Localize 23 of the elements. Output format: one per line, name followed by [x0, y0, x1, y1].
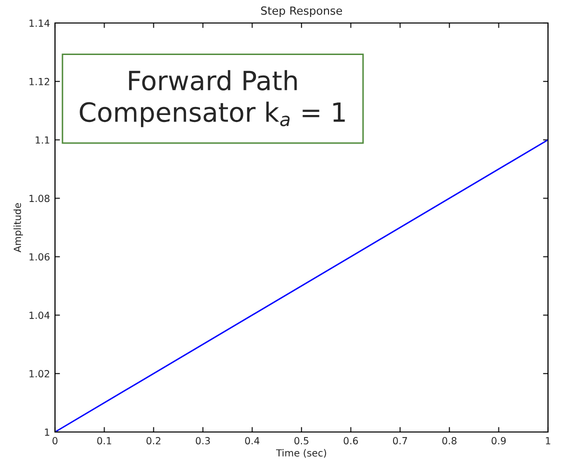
chart-title: Step Response [261, 6, 342, 17]
x-tick-label: 0 [52, 437, 58, 444]
y-tick-label: 1.1 [36, 136, 50, 144]
x-tick-label: 0.1 [97, 437, 112, 444]
y-tick-label: 1 [45, 428, 50, 436]
x-tick-label: 0.4 [245, 437, 260, 444]
x-axis-title: Time (sec) [276, 449, 326, 458]
y-tick-label: 1.06 [30, 253, 50, 261]
x-tick-label: 0.8 [442, 437, 456, 444]
y-tick-label: 1.02 [30, 370, 50, 378]
x-tick-label: 0.2 [146, 437, 160, 444]
x-tick-label: 1 [546, 437, 550, 444]
x-tick-label: 0.3 [196, 437, 210, 444]
y-tick-label: 1.04 [30, 312, 50, 319]
y-tick-label: 1.14 [30, 20, 50, 27]
x-tick-label: 0.6 [344, 437, 358, 444]
y-tick-label: 1.08 [30, 194, 50, 202]
annotation: Forward Path Compensator k$_{a}$ = 1 [80, 70, 345, 128]
y-tick-label: 1.12 [30, 78, 50, 86]
x-tick-label: 0.5 [294, 437, 308, 444]
x-tick-label: 0.9 [492, 437, 506, 444]
y-axis-title: Amplitude [14, 203, 23, 252]
x-tick-label: 0.7 [393, 437, 407, 444]
